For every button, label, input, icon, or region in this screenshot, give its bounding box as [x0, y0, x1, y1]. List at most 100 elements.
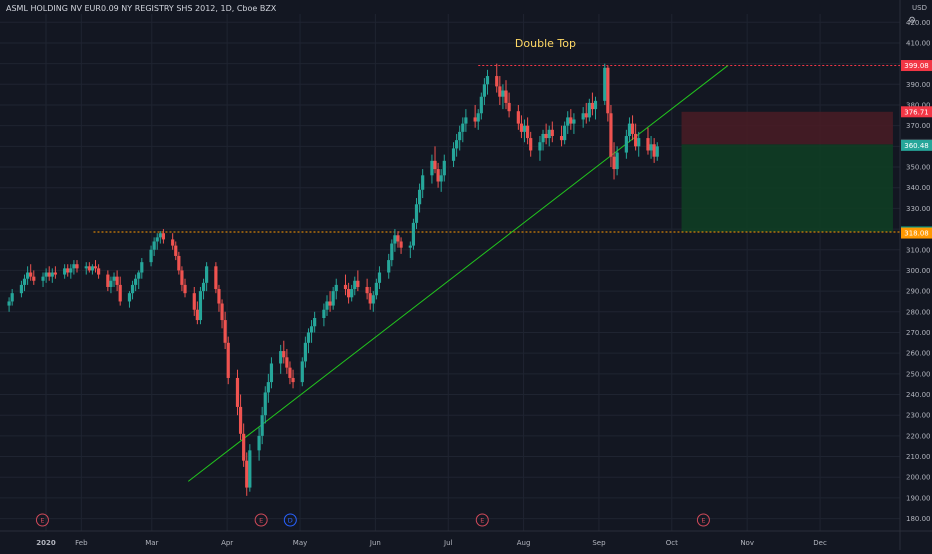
candle-body	[507, 102, 511, 112]
y-tick-label: 190.00	[906, 494, 931, 502]
earnings-marker[interactable]	[254, 513, 268, 527]
candle-body	[368, 293, 372, 304]
candle-body	[473, 117, 477, 122]
candle-body	[414, 204, 419, 223]
candle-body	[248, 450, 252, 488]
candle-body	[569, 117, 573, 124]
earnings-marker[interactable]	[35, 513, 49, 527]
candle-body	[263, 392, 267, 416]
x-tick-label: Jul	[443, 539, 453, 547]
candle-body	[291, 377, 295, 383]
candle-body	[29, 272, 33, 277]
dividend-marker[interactable]	[283, 513, 297, 527]
candle-body	[238, 406, 243, 434]
candle-body	[155, 237, 159, 242]
candle-body	[529, 138, 533, 151]
event-marker-label: E	[701, 517, 705, 525]
candle-body	[516, 111, 520, 124]
candle-body	[399, 241, 403, 248]
candle-body	[603, 67, 607, 101]
take-profit-zone	[681, 144, 893, 232]
candle-body	[313, 317, 317, 327]
double-top-label: Double Top	[515, 37, 576, 50]
y-tick-label: 270.00	[906, 329, 931, 337]
candle-body	[559, 136, 564, 141]
y-tick-label: 350.00	[906, 164, 931, 172]
candle-body	[458, 131, 462, 141]
candle-body	[140, 262, 144, 273]
candle-body	[22, 278, 27, 285]
y-tick-label: 290.00	[906, 288, 931, 296]
candle-body	[430, 160, 434, 176]
price-badge-label: 360.48	[904, 142, 929, 150]
candle-body	[609, 113, 613, 157]
y-tick-label: 380.00	[906, 101, 931, 109]
candle-body	[479, 96, 483, 114]
candle-body	[177, 255, 181, 271]
candle-body	[50, 272, 54, 277]
candle-body	[581, 113, 585, 120]
candle-body	[421, 175, 425, 190]
y-tick-label: 420.00	[906, 19, 931, 27]
y-tick-label: 340.00	[906, 184, 931, 192]
candle-body	[387, 260, 391, 273]
candle-body	[303, 342, 307, 362]
stop-loss-zone	[681, 111, 893, 145]
candle-body	[353, 280, 357, 290]
candle-body	[606, 67, 610, 114]
candle-body	[19, 284, 24, 294]
event-marker-label: E	[480, 517, 484, 525]
earnings-marker[interactable]	[475, 513, 489, 527]
event-marker-label: E	[40, 517, 44, 525]
candle-body	[522, 125, 527, 132]
candle-body	[96, 268, 101, 275]
candle-body	[334, 284, 338, 292]
x-tick-label: Aug	[517, 539, 531, 547]
candle-body	[300, 361, 304, 383]
x-tick-label: Mar	[145, 539, 158, 547]
candle-body	[134, 278, 138, 285]
candle-body	[152, 241, 156, 250]
price-badge	[901, 139, 932, 151]
candle-body	[325, 301, 329, 310]
candle-body	[346, 289, 351, 298]
candle-body	[205, 266, 209, 283]
candle-body	[584, 113, 588, 118]
candle-body	[223, 320, 227, 343]
candle-body	[461, 123, 465, 132]
y-tick-label: 370.00	[906, 122, 931, 130]
price-badge-label: 318.08	[904, 230, 929, 238]
settings-icon[interactable]: ⚙	[907, 16, 917, 26]
candle-body	[615, 152, 619, 170]
y-tick-label: 230.00	[906, 412, 931, 420]
candle-body	[634, 133, 638, 147]
candle-body	[285, 357, 289, 368]
price-badge	[901, 227, 932, 239]
y-tick-label: 180.00	[906, 515, 931, 523]
candle-body	[66, 268, 70, 273]
candle-body	[365, 286, 369, 294]
candle-body	[260, 415, 264, 436]
candle-body	[257, 435, 261, 451]
y-tick-label: 390.00	[906, 81, 931, 89]
candle-body	[547, 129, 551, 139]
candle-body	[84, 266, 88, 269]
candle-body	[331, 291, 335, 306]
y-tick-label: 250.00	[906, 370, 931, 378]
candle-body	[328, 301, 332, 306]
x-tick-label: Jun	[369, 539, 381, 547]
earnings-marker[interactable]	[696, 513, 710, 527]
candle-body	[75, 264, 79, 269]
x-tick-label: Oct	[666, 539, 678, 547]
candle-body	[464, 117, 468, 124]
candle-body	[93, 266, 98, 269]
candle-body	[41, 276, 45, 281]
candle-body	[10, 293, 14, 302]
candle-body	[593, 100, 598, 110]
candle-body	[436, 169, 440, 182]
candle-body	[69, 268, 73, 273]
candle-body	[306, 332, 311, 343]
